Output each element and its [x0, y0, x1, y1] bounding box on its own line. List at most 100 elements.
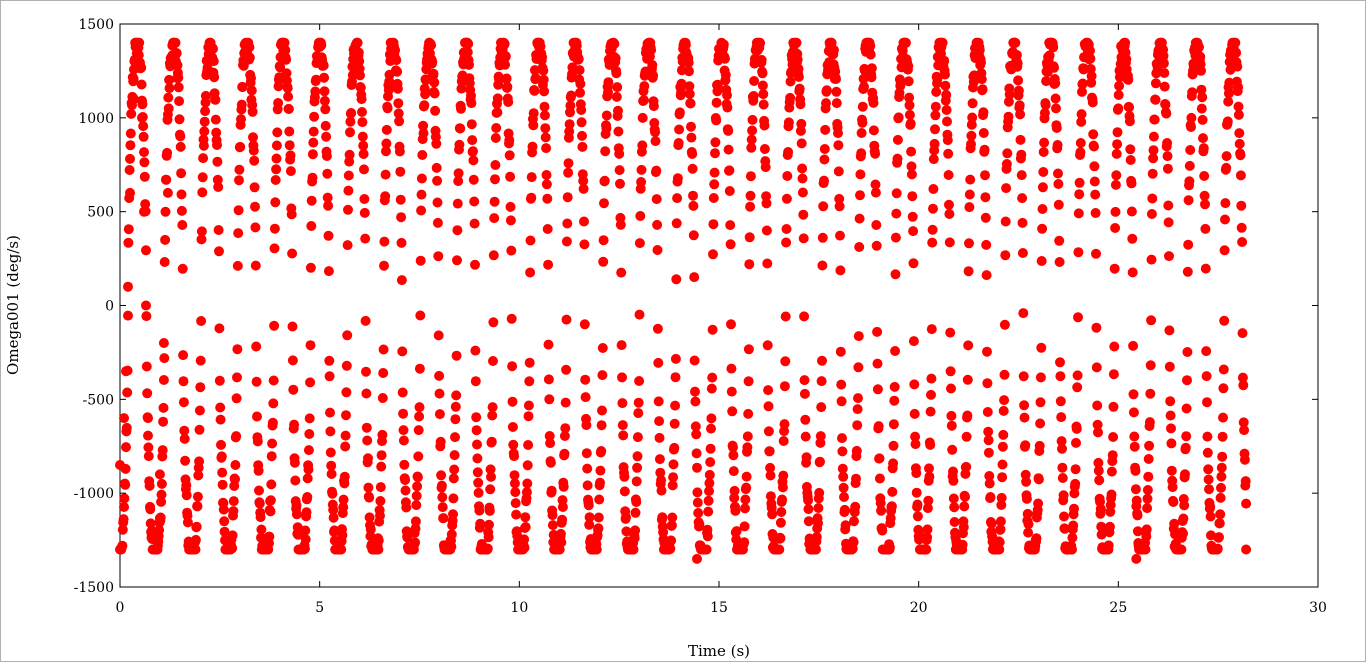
data-point	[576, 105, 587, 115]
data-point	[1181, 431, 1192, 442]
data-point	[1057, 462, 1068, 473]
data-point	[598, 256, 609, 267]
data-point	[1059, 523, 1070, 534]
data-point	[1183, 239, 1194, 250]
data-point	[780, 356, 791, 367]
data-point	[320, 104, 331, 115]
data-point	[925, 439, 936, 450]
data-point	[1104, 521, 1115, 532]
data-point	[948, 466, 958, 477]
y-axis-title: Omega001 (deg/s)	[4, 235, 22, 375]
data-point	[463, 38, 474, 49]
data-point	[982, 407, 993, 417]
data-point	[216, 439, 226, 450]
data-point	[666, 520, 677, 531]
data-point	[668, 459, 679, 470]
data-point	[911, 468, 922, 479]
y-tick-label: -1500	[74, 580, 114, 596]
data-point	[613, 105, 623, 116]
data-point	[722, 102, 733, 113]
data-point	[545, 457, 556, 468]
data-point	[962, 410, 973, 421]
data-point	[1215, 509, 1226, 520]
data-point	[347, 70, 358, 81]
data-point	[998, 405, 1009, 416]
data-point	[125, 153, 135, 164]
data-point	[1096, 529, 1107, 540]
data-point	[1073, 312, 1083, 323]
data-point	[777, 482, 788, 493]
data-point	[160, 234, 171, 245]
data-point	[547, 510, 558, 521]
data-point	[1085, 53, 1096, 64]
data-point	[490, 174, 500, 185]
data-point	[966, 119, 977, 130]
data-point	[378, 344, 389, 355]
data-point	[309, 111, 320, 122]
data-point	[1039, 108, 1050, 118]
data-point	[208, 43, 218, 54]
data-point	[158, 416, 169, 427]
data-point	[1000, 216, 1011, 227]
data-point	[123, 237, 134, 248]
x-axis-title: Time (s)	[688, 642, 750, 660]
data-point	[249, 182, 260, 193]
data-point	[157, 445, 168, 456]
data-point	[174, 96, 185, 107]
data-point	[1169, 518, 1180, 529]
data-point	[529, 65, 540, 76]
data-point	[308, 126, 319, 137]
data-point	[1221, 162, 1232, 173]
data-point	[630, 507, 641, 518]
data-point	[355, 70, 365, 81]
data-point	[892, 134, 903, 145]
data-point	[819, 144, 830, 154]
data-point	[829, 45, 839, 55]
data-point	[353, 47, 364, 58]
data-point	[1011, 50, 1022, 60]
data-point	[1194, 42, 1204, 53]
data-point	[431, 138, 442, 149]
data-point	[930, 124, 940, 135]
data-point	[887, 486, 898, 497]
data-point	[484, 505, 495, 516]
data-point	[138, 121, 149, 132]
data-point	[398, 435, 409, 446]
data-point	[487, 410, 498, 421]
data-point	[523, 440, 534, 450]
data-point	[885, 513, 896, 524]
data-point	[125, 128, 136, 139]
data-point	[1214, 532, 1224, 543]
data-point	[1239, 454, 1250, 465]
data-point	[538, 65, 549, 76]
data-point	[817, 260, 828, 271]
data-point	[581, 420, 592, 431]
data-point	[489, 196, 500, 207]
data-point	[1070, 478, 1081, 489]
data-point	[527, 141, 538, 152]
data-point	[1162, 151, 1173, 162]
data-point	[1203, 474, 1214, 485]
data-point	[821, 98, 831, 109]
data-point	[486, 436, 497, 447]
data-point	[870, 187, 881, 198]
data-point	[508, 439, 519, 450]
data-point	[745, 171, 756, 182]
data-point	[612, 82, 623, 93]
data-point	[657, 512, 668, 523]
data-point	[689, 355, 700, 366]
data-point	[889, 381, 900, 392]
data-point	[485, 464, 496, 475]
data-point	[1053, 199, 1064, 210]
data-point	[730, 505, 741, 516]
data-point	[811, 532, 822, 542]
data-point	[361, 422, 372, 433]
data-point	[576, 117, 587, 128]
data-point	[1094, 475, 1105, 486]
data-point	[1131, 495, 1142, 506]
data-point	[488, 250, 499, 261]
data-point	[838, 482, 849, 493]
data-point	[306, 221, 317, 231]
data-point	[139, 171, 150, 182]
data-point	[1160, 99, 1171, 110]
